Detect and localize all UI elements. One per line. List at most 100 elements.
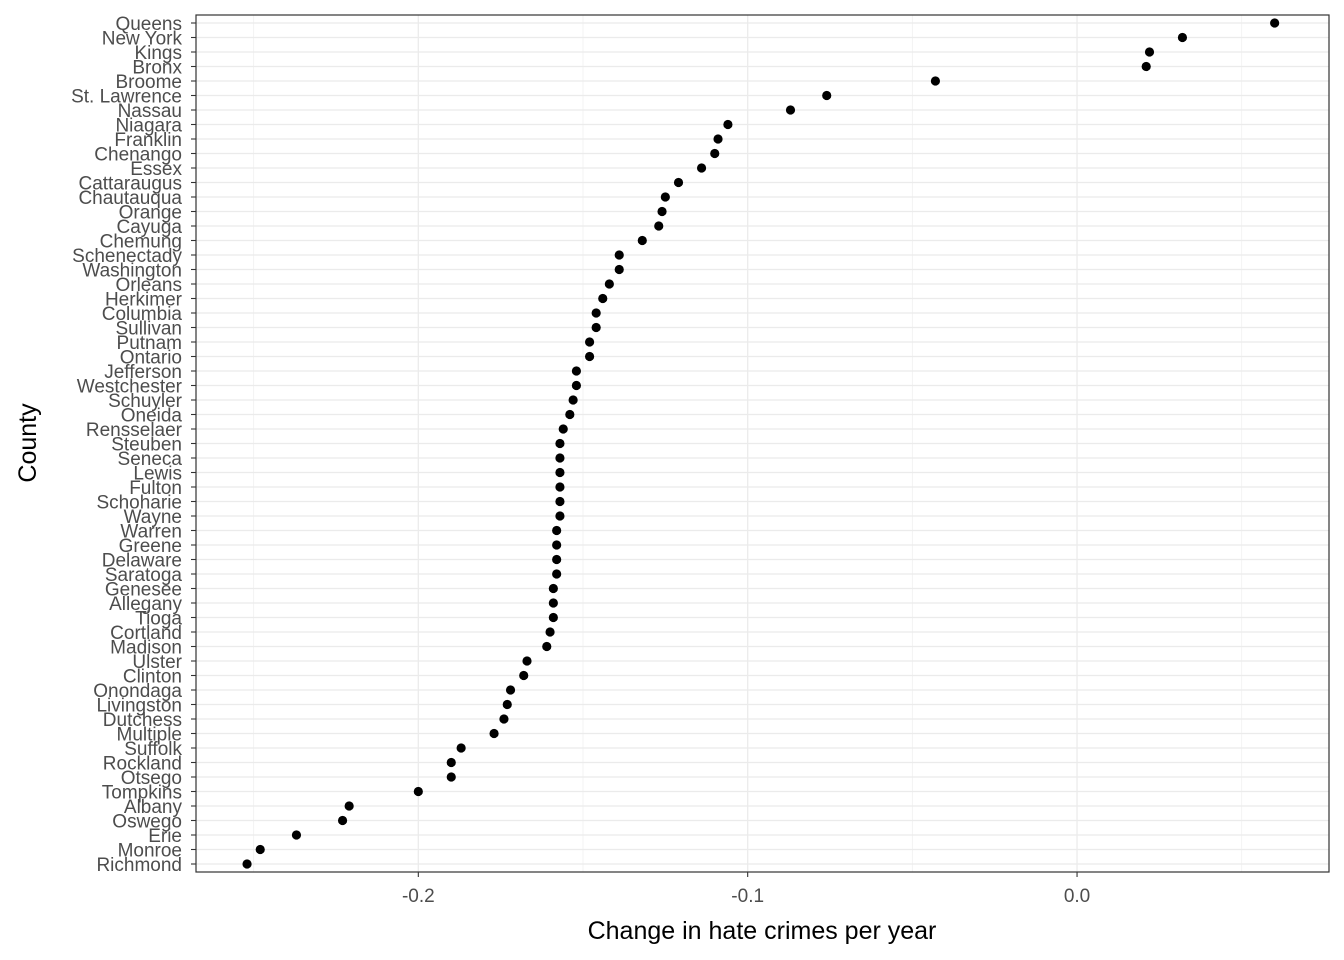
data-point xyxy=(555,453,565,463)
y-tick-label: Queens xyxy=(115,14,182,35)
y-tick-label: Saratoga xyxy=(105,565,183,586)
y-tick-label: St. Lawrence xyxy=(71,87,182,108)
y-tick-label: Oneida xyxy=(121,406,183,427)
data-point xyxy=(614,250,624,260)
y-tick-label: Westchester xyxy=(77,377,183,398)
y-tick-label: Oswego xyxy=(112,812,182,833)
y-tick-label: Warren xyxy=(120,522,182,543)
data-point xyxy=(713,134,723,144)
data-point xyxy=(548,583,558,594)
data-point xyxy=(545,627,555,637)
x-axis-title: Change in hate crimes per year xyxy=(588,917,937,945)
y-tick-label: Broome xyxy=(115,72,182,93)
y-tick-label: Multiple xyxy=(117,725,182,746)
data-point xyxy=(548,612,558,623)
data-point xyxy=(696,163,707,173)
data-point xyxy=(456,743,466,753)
data-point xyxy=(548,598,558,608)
y-tick-label: Clinton xyxy=(123,667,182,688)
x-tick-label: -0.1 xyxy=(731,886,764,907)
x-tick-label: 0.0 xyxy=(1064,886,1090,907)
y-tick-label: Schuyler xyxy=(108,391,183,412)
y-tick-label: Schoharie xyxy=(96,493,182,514)
data-point xyxy=(519,670,529,681)
y-tick-label: Cattaraugus xyxy=(78,174,182,195)
data-point xyxy=(344,801,354,811)
data-point xyxy=(1270,18,1280,28)
y-tick-label: Bronx xyxy=(132,58,182,79)
data-point xyxy=(710,148,720,159)
y-tick-label: Herkimer xyxy=(105,290,183,311)
y-tick-label: Genesee xyxy=(105,580,182,601)
y-tick-label: Monroe xyxy=(118,841,182,862)
y-tick-label: Suffolk xyxy=(124,739,182,760)
y-tick-label: Greene xyxy=(119,536,182,557)
y-tick-label: Orleans xyxy=(115,275,182,296)
data-point xyxy=(565,409,575,420)
y-tick-label: Onondaga xyxy=(93,681,182,702)
data-point xyxy=(657,206,667,217)
y-tick-label: Washington xyxy=(82,261,182,282)
y-tick-label: Jefferson xyxy=(104,362,182,383)
x-tick-label: -0.2 xyxy=(402,886,435,907)
y-tick-label: Livingston xyxy=(96,696,182,717)
y-tick-label: Rensselaer xyxy=(86,420,183,441)
y-tick-label: Tompkins xyxy=(102,783,182,804)
y-tick-label: Franklin xyxy=(114,130,182,151)
x-axis-ticks: -0.2 -0.1 0.0 xyxy=(402,872,1090,907)
data-point xyxy=(555,496,565,507)
data-point xyxy=(552,540,562,550)
data-point xyxy=(542,641,552,652)
data-point xyxy=(446,772,456,782)
data-point xyxy=(568,395,578,405)
data-point xyxy=(598,293,608,304)
data-point xyxy=(584,351,595,362)
y-tick-label: Orange xyxy=(119,203,182,224)
y-tick-label: Erie xyxy=(148,826,182,847)
data-point xyxy=(637,235,647,246)
data-point xyxy=(552,569,562,579)
y-tick-label: Delaware xyxy=(102,551,182,572)
y-tick-label: Nassau xyxy=(118,101,182,122)
data-point xyxy=(571,380,582,391)
data-point xyxy=(446,757,456,768)
y-tick-label: Chemung xyxy=(100,232,182,253)
data-points xyxy=(242,18,1280,869)
data-point xyxy=(571,366,582,376)
y-tick-label: Niagara xyxy=(115,116,182,137)
data-point xyxy=(555,438,565,449)
y-tick-label: Ontario xyxy=(120,348,182,369)
y-tick-label: Otsego xyxy=(121,768,182,789)
data-point xyxy=(505,685,516,695)
y-tick-label: Fulton xyxy=(129,478,182,499)
data-point xyxy=(552,554,562,565)
data-point xyxy=(785,105,796,115)
y-tick-label: Madison xyxy=(110,638,182,659)
data-point xyxy=(584,337,595,347)
y-tick-label: Lewis xyxy=(133,464,182,485)
y-tick-label: Cortland xyxy=(110,623,182,644)
y-tick-label: Ulster xyxy=(132,652,182,673)
data-point xyxy=(255,844,265,855)
y-tick-label: Schenectady xyxy=(72,246,182,267)
y-tick-label: Wayne xyxy=(124,507,182,528)
y-tick-label: Essex xyxy=(130,159,182,180)
y-tick-label: Kings xyxy=(134,43,182,64)
data-point xyxy=(555,511,565,521)
y-tick-label: Richmond xyxy=(96,855,182,876)
data-point xyxy=(499,714,509,724)
y-tick-label: Steuben xyxy=(111,435,182,456)
data-point xyxy=(723,119,733,130)
data-point xyxy=(822,90,832,101)
y-tick-label: Allegany xyxy=(109,594,182,615)
data-point xyxy=(522,656,532,666)
data-point xyxy=(555,467,565,478)
data-point xyxy=(654,221,664,231)
y-tick-label: Chautauqua xyxy=(78,188,182,209)
y-tick-label: Seneca xyxy=(118,449,183,470)
data-point xyxy=(552,525,562,536)
y-tick-label: Tioga xyxy=(135,609,182,630)
data-point xyxy=(604,279,614,289)
